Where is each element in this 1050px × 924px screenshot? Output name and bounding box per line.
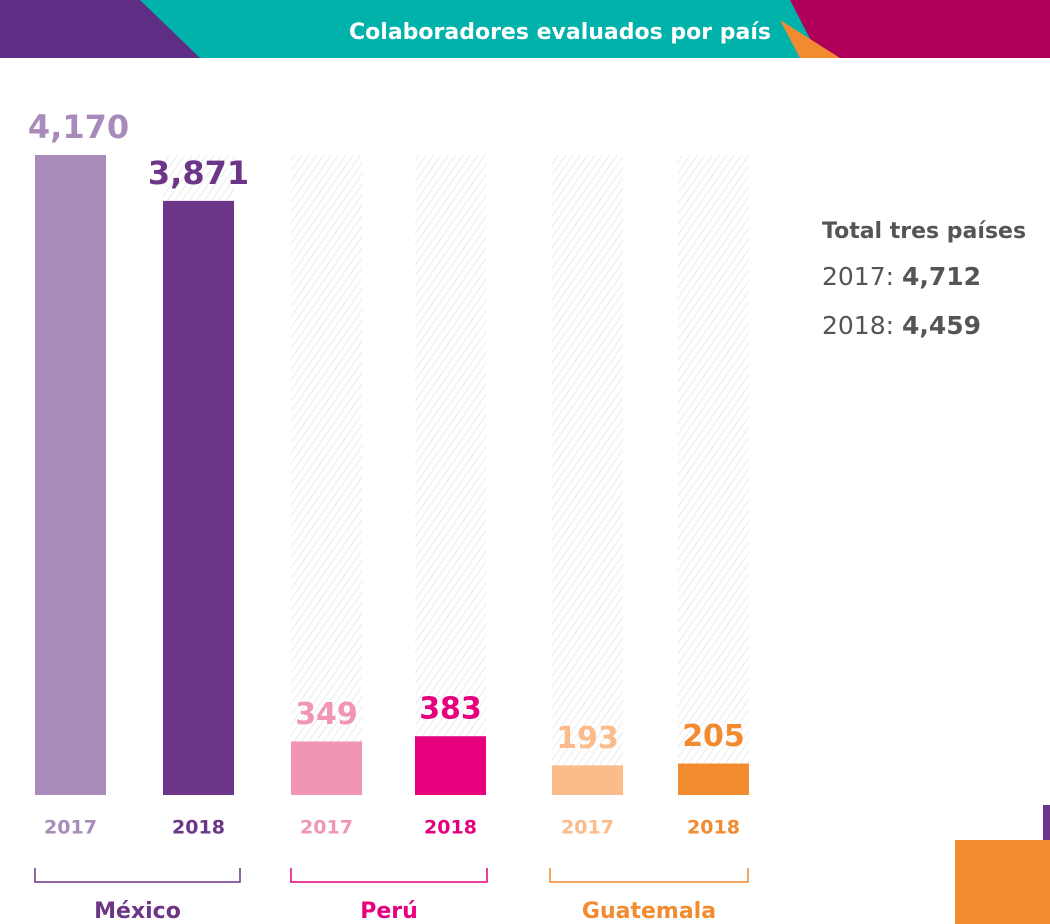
year-label: 2018 [172,817,225,839]
bar [415,736,486,795]
bar [163,200,234,795]
data-label: 3,871 [148,154,249,192]
group-label: Guatemala [582,899,716,924]
data-label: 205 [682,719,745,754]
decoration [1043,805,1050,865]
bar [291,741,362,795]
data-label: 193 [556,721,619,756]
group-label: Perú [360,899,418,924]
year-label: 2017 [561,817,614,839]
totals-value: 4,712 [902,262,981,291]
totals: Total tres países 2017: 4,712 2018: 4,45… [822,219,1026,340]
data-label: 349 [295,697,358,732]
year-label: 2018 [687,817,740,839]
totals-row: 2017: 4,712 [822,262,981,291]
group-label: México [94,899,181,924]
bar-background [552,155,623,795]
decoration [955,840,1050,924]
year-label: 2018 [424,817,477,839]
header-banner [0,0,1050,58]
year-label: 2017 [44,817,97,839]
group-bracket [549,868,749,883]
bar [678,763,749,795]
bar-background [678,155,749,795]
totals-label: 2018: [822,311,894,340]
totals-row: 2018: 4,459 [822,311,981,340]
group-bracket [34,868,241,883]
totals-title: Total tres países [822,219,1026,244]
year-label: 2017 [300,817,353,839]
bar [35,155,106,795]
totals-label: 2017: [822,262,894,291]
bar-background [291,155,362,795]
bar [552,765,623,795]
bar-background [415,155,486,795]
data-label: 383 [419,692,482,727]
group-bracket [290,868,488,883]
totals-value: 4,459 [902,311,981,340]
chart-title: Colaboradores evaluados por país [349,20,771,45]
data-label: 4,170 [28,108,129,146]
